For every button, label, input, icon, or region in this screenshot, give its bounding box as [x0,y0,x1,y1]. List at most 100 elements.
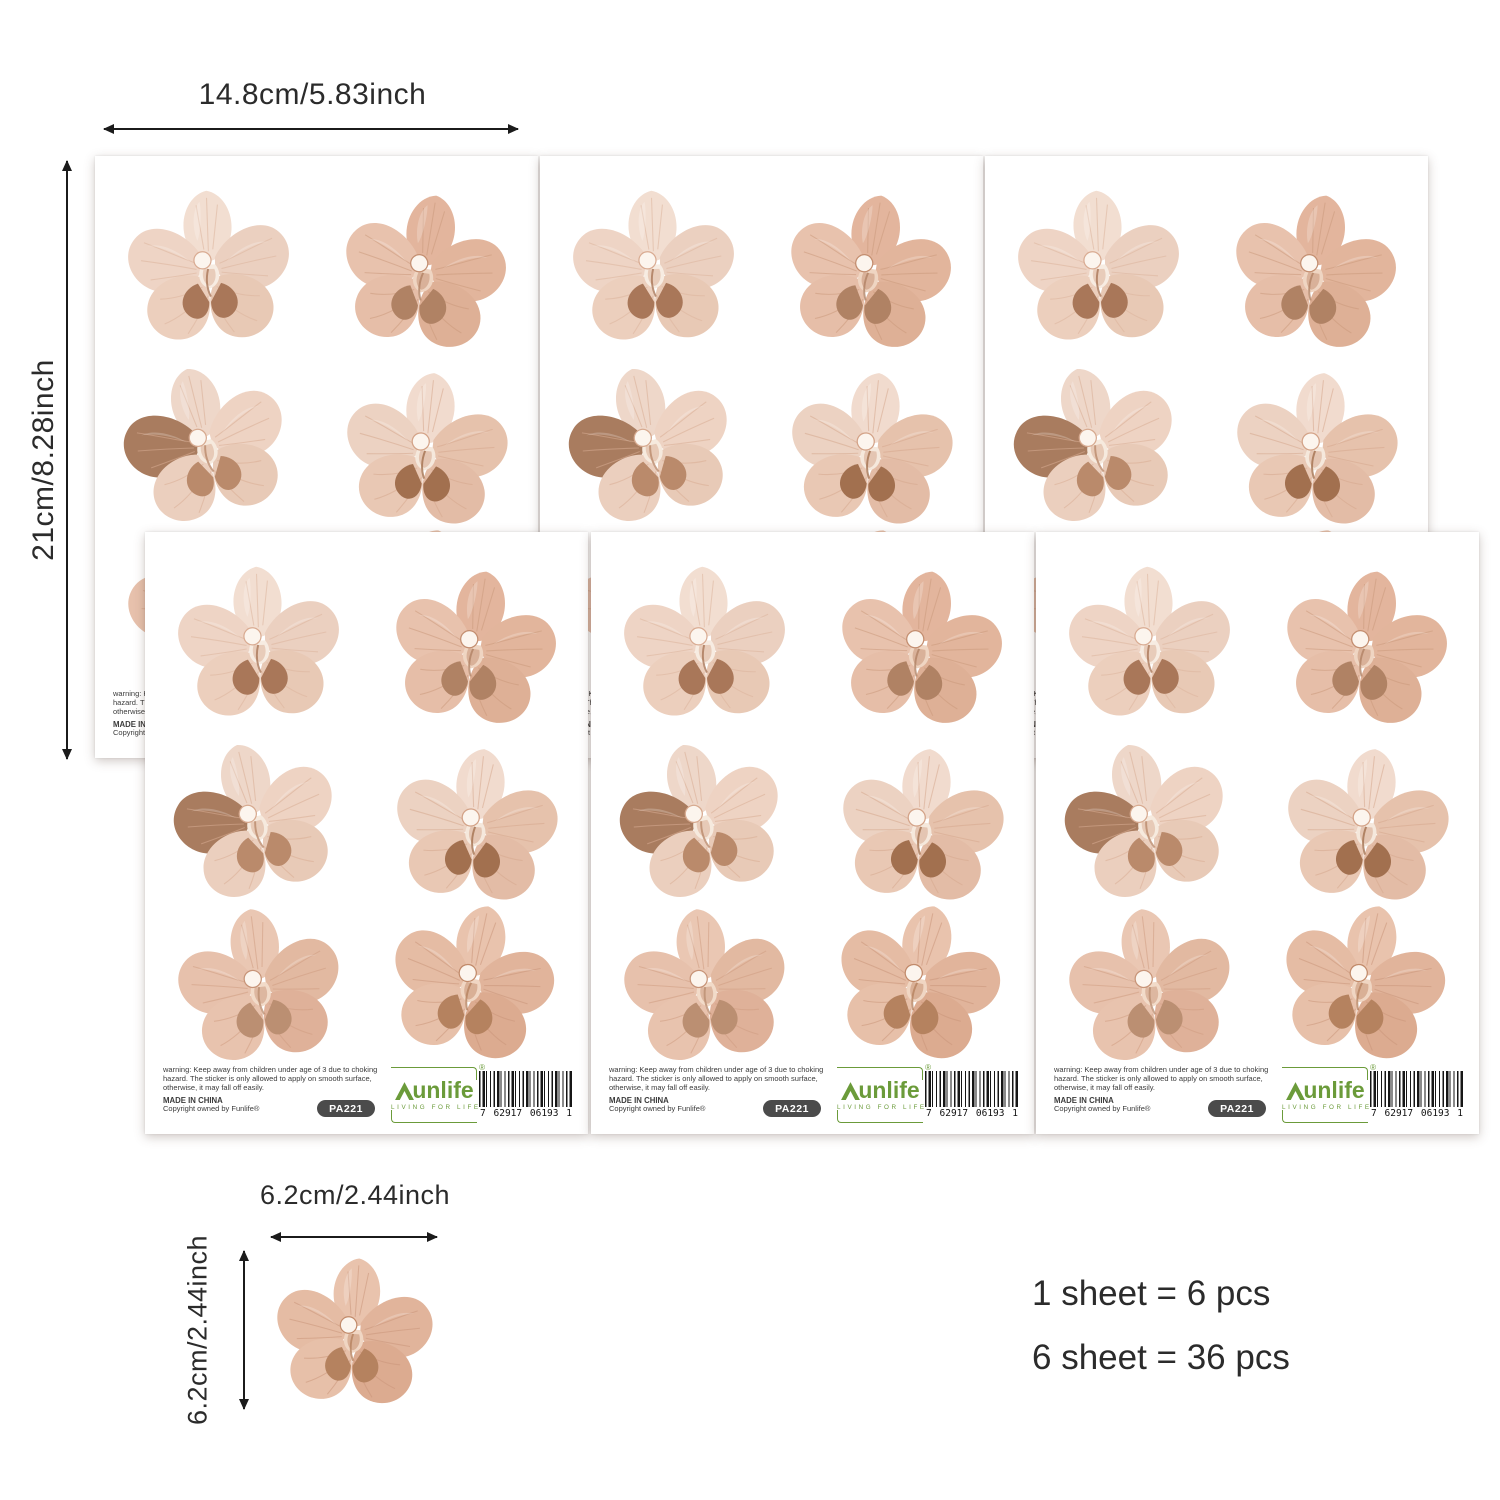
sticker-sheet: warning: Keep away from children under a… [591,532,1034,1134]
sheet-height-label: 21cm/8.28inch [27,359,60,561]
roof-icon [1285,1080,1306,1101]
orchid-sticker [1007,177,1191,361]
orchid-flower-icon [818,547,1022,751]
made-in-text: MADE IN CHINA [113,719,173,729]
barcode-digit-group: 06193 [1420,1108,1450,1119]
orchid-sticker [1263,547,1467,751]
pack-info-line2: 6 sheet = 36 pcs [1032,1338,1290,1377]
pack-info-line1: 1 sheet = 6 pcs [1032,1274,1271,1313]
funlife-tagline: LIVING FOR LIFE [1282,1104,1372,1111]
funlife-logo-text: unlife [858,1077,920,1103]
copyright-text: Copyright owned by Funlife® [163,1103,260,1113]
funlife-logo: ® unlife LIVING FOR LIFE [836,1063,931,1123]
roof-icon [840,1080,861,1101]
orchid-sticker [1058,553,1242,737]
sheet-footer-text: warning: Keep away from children under a… [609,1065,834,1114]
barcode-digit-group: 1 [566,1108,572,1119]
pack-info: 1 sheet = 6 pcs 6 sheet = 36 pcs [1032,1262,1290,1390]
orchid-sticker [1052,888,1250,1086]
sheet-width-label: 14.8cm/5.83inch [198,78,427,111]
orchid-flower-icon [1058,553,1242,737]
registered-mark: ® [479,1063,485,1072]
made-in-text: MADE IN CHINA [1054,1095,1114,1105]
orchid-flower-icon [1052,888,1250,1086]
barcode-digit-group: 7 [480,1108,486,1119]
orchid-flower-icon [1263,547,1467,751]
orchid-sticker [322,171,526,375]
orchid-sticker [117,177,301,361]
registered-mark: ® [1370,1063,1376,1072]
orchid-flower-icon [161,888,359,1086]
barcode-bars-icon [479,1071,573,1107]
warning-text: warning: Keep away from children under a… [163,1065,378,1092]
flower-height-label: 6.2cm/2.44inch [182,1234,213,1426]
barcode-digit-group: 62917 [493,1108,523,1119]
funlife-logo-text: unlife [1303,1077,1365,1103]
funlife-logo-row: unlife [1282,1075,1368,1103]
warning-text: warning: Keep away from children under a… [609,1065,824,1092]
barcode-digit-group: 06193 [975,1108,1005,1119]
sku-badge: PA221 [763,1100,821,1117]
barcode-digit-group: 06193 [529,1108,559,1119]
funlife-logo-text: unlife [412,1077,474,1103]
orchid-flower-icon [1212,171,1416,375]
orchid-flower-icon [1007,177,1191,361]
sheet-height-arrow [61,160,72,760]
orchid-flower-icon [767,171,971,375]
orchid-flower-icon [117,177,301,361]
orchid-flower-icon [607,888,805,1086]
orchid-flower-icon [322,171,526,375]
warning-text: warning: Keep away from children under a… [1054,1065,1269,1092]
made-in-text: MADE IN CHINA [163,1095,223,1105]
sheet-width-arrow [103,123,519,134]
barcode: 7 62917 06193 1 [1370,1071,1464,1123]
orchid-sticker-single [262,1242,446,1426]
made-in-text: MADE IN CHINA [609,1095,669,1105]
barcode: 7 62917 06193 1 [925,1071,1019,1123]
barcode-digit-group: 1 [1012,1108,1018,1119]
orchid-flower-icon [613,553,797,737]
orchid-sticker [366,877,577,1088]
orchid-flower-icon [167,553,351,737]
orchid-sticker [607,888,805,1086]
orchid-sticker [767,171,971,375]
funlife-tagline: LIVING FOR LIFE [391,1104,481,1111]
orchid-flower-icon [1257,877,1468,1088]
flower-height-arrow [238,1250,249,1410]
orchid-sticker [562,177,746,361]
roof-icon [394,1080,415,1101]
orchid-flower-icon [812,877,1023,1088]
funlife-logo-row: unlife [391,1075,477,1103]
barcode-bars-icon [925,1071,1019,1107]
sku-badge: PA221 [1208,1100,1266,1117]
funlife-logo: ® unlife LIVING FOR LIFE [390,1063,485,1123]
barcode-digits: 7 62917 06193 1 [479,1108,573,1119]
sheet-footer-text: warning: Keep away from children under a… [163,1065,388,1114]
sku-badge: PA221 [317,1100,375,1117]
copyright-text: Copyright owned by Funlife® [1054,1103,1151,1113]
copyright-text: Copyright owned by Funlife® [609,1103,706,1113]
orchid-sticker [372,547,576,751]
orchid-sticker [161,888,359,1086]
orchid-sticker [1257,877,1468,1088]
registered-mark: ® [925,1063,931,1072]
sticker-sheet: warning: Keep away from children under a… [1036,532,1479,1134]
barcode: 7 62917 06193 1 [479,1071,573,1123]
flower-width-label: 6.2cm/2.44inch [259,1180,451,1210]
orchid-flower-icon [372,547,576,751]
funlife-logo: ® unlife LIVING FOR LIFE [1281,1063,1376,1123]
sheet-footer-text: warning: Keep away from children under a… [1054,1065,1279,1114]
orchid-sticker [812,877,1023,1088]
orchid-flower-icon [562,177,746,361]
orchid-sticker [818,547,1022,751]
funlife-tagline: LIVING FOR LIFE [837,1104,927,1111]
orchid-flower-icon [366,877,577,1088]
barcode-digits: 7 62917 06193 1 [925,1108,1019,1119]
flower-width-arrow [270,1231,438,1242]
funlife-logo-row: unlife [837,1075,923,1103]
barcode-digit-group: 1 [1457,1108,1463,1119]
orchid-sticker [1212,171,1416,375]
barcode-digit-group: 7 [926,1108,932,1119]
orchid-sticker [613,553,797,737]
